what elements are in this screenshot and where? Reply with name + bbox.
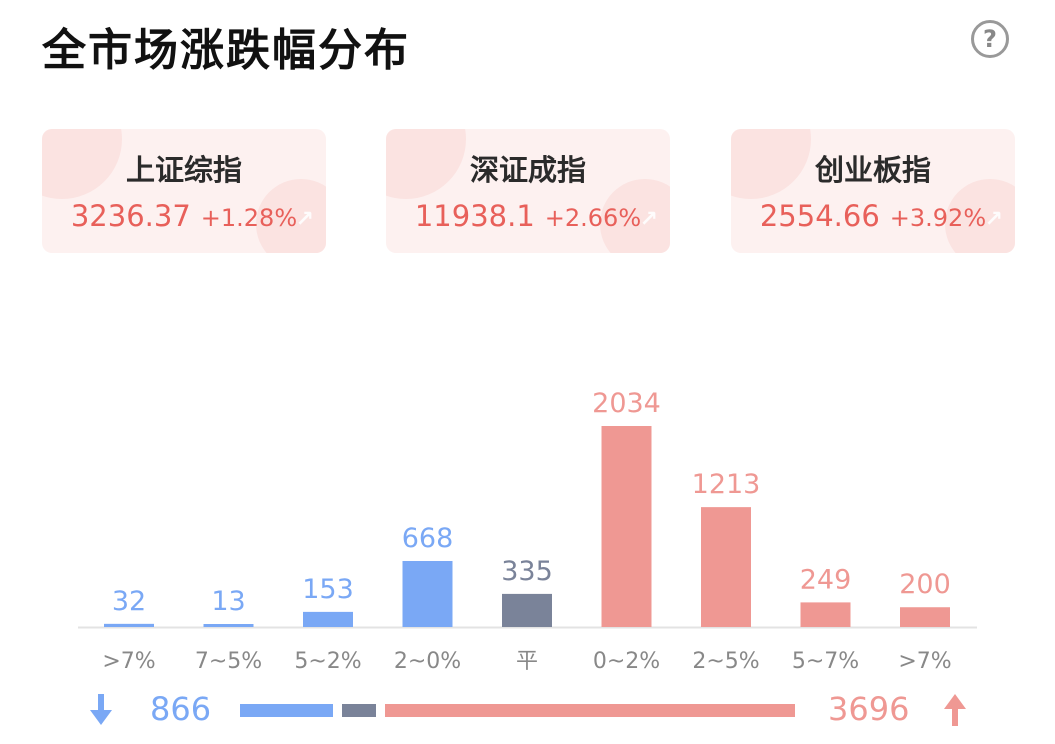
- up-share-bar: [385, 704, 795, 717]
- index-name: 深证成指: [469, 153, 586, 187]
- bar-value-label: 335: [501, 556, 553, 587]
- index-change: +1.28%: [200, 204, 298, 232]
- arrow-up-icon: [944, 694, 966, 726]
- bar-value-label: 200: [899, 569, 951, 600]
- down-share-bar: [240, 704, 333, 717]
- category-label: 5~7%: [792, 649, 859, 674]
- category-label: >7%: [102, 649, 155, 674]
- category-label: >7%: [898, 649, 951, 674]
- index-value: 11938.1: [414, 199, 535, 233]
- arrow-down-icon: [90, 694, 112, 725]
- help-icon[interactable]: ?: [971, 20, 1009, 58]
- bar-value-label: 249: [800, 564, 852, 595]
- category-label: 平: [516, 649, 538, 674]
- bar-value-label: 1213: [692, 469, 761, 500]
- bar: [303, 611, 353, 627]
- bar-value-label: 668: [402, 523, 454, 554]
- category-label: 2~0%: [394, 649, 461, 674]
- index-name: 创业板指: [814, 153, 931, 187]
- down-total: 866: [150, 690, 212, 728]
- category-label: 2~5%: [692, 649, 759, 674]
- bar-value-label: 32: [112, 586, 146, 617]
- bar-value-label: 153: [302, 574, 354, 605]
- bar: [800, 602, 851, 627]
- trend-up-icon: ↗: [295, 207, 314, 232]
- index-card-shenzhen[interactable]: 深证成指 11938.1 +2.66% ↗: [386, 129, 670, 253]
- bar: [502, 593, 552, 627]
- index-card-chinext[interactable]: 创业板指 2554.66 +3.92% ↗: [731, 129, 1015, 253]
- index-value: 3236.37: [70, 199, 191, 233]
- flat-share-bar: [342, 704, 376, 717]
- index-change: +2.66%: [544, 204, 642, 232]
- index-name: 上证综指: [125, 153, 242, 187]
- index-change: +3.92%: [889, 204, 987, 232]
- bar-value-label: 2034: [592, 388, 661, 419]
- index-value: 2554.66: [759, 199, 880, 233]
- category-label: 5~2%: [294, 649, 361, 674]
- bar-value-label: 13: [211, 586, 245, 617]
- bar: [900, 607, 950, 627]
- category-label: 7~5%: [195, 649, 262, 674]
- trend-up-icon: ↗: [984, 207, 1003, 232]
- bar: [104, 623, 154, 627]
- index-card-shanghai[interactable]: 上证综指 3236.37 +1.28% ↗: [42, 129, 326, 253]
- bar: [203, 624, 254, 627]
- trend-up-icon: ↗: [639, 207, 658, 232]
- bar: [701, 507, 751, 627]
- up-total: 3696: [828, 690, 910, 728]
- category-label: 0~2%: [593, 649, 660, 674]
- page-title: 全市场涨跌幅分布: [42, 25, 410, 76]
- bar: [402, 560, 453, 627]
- bar: [601, 426, 652, 627]
